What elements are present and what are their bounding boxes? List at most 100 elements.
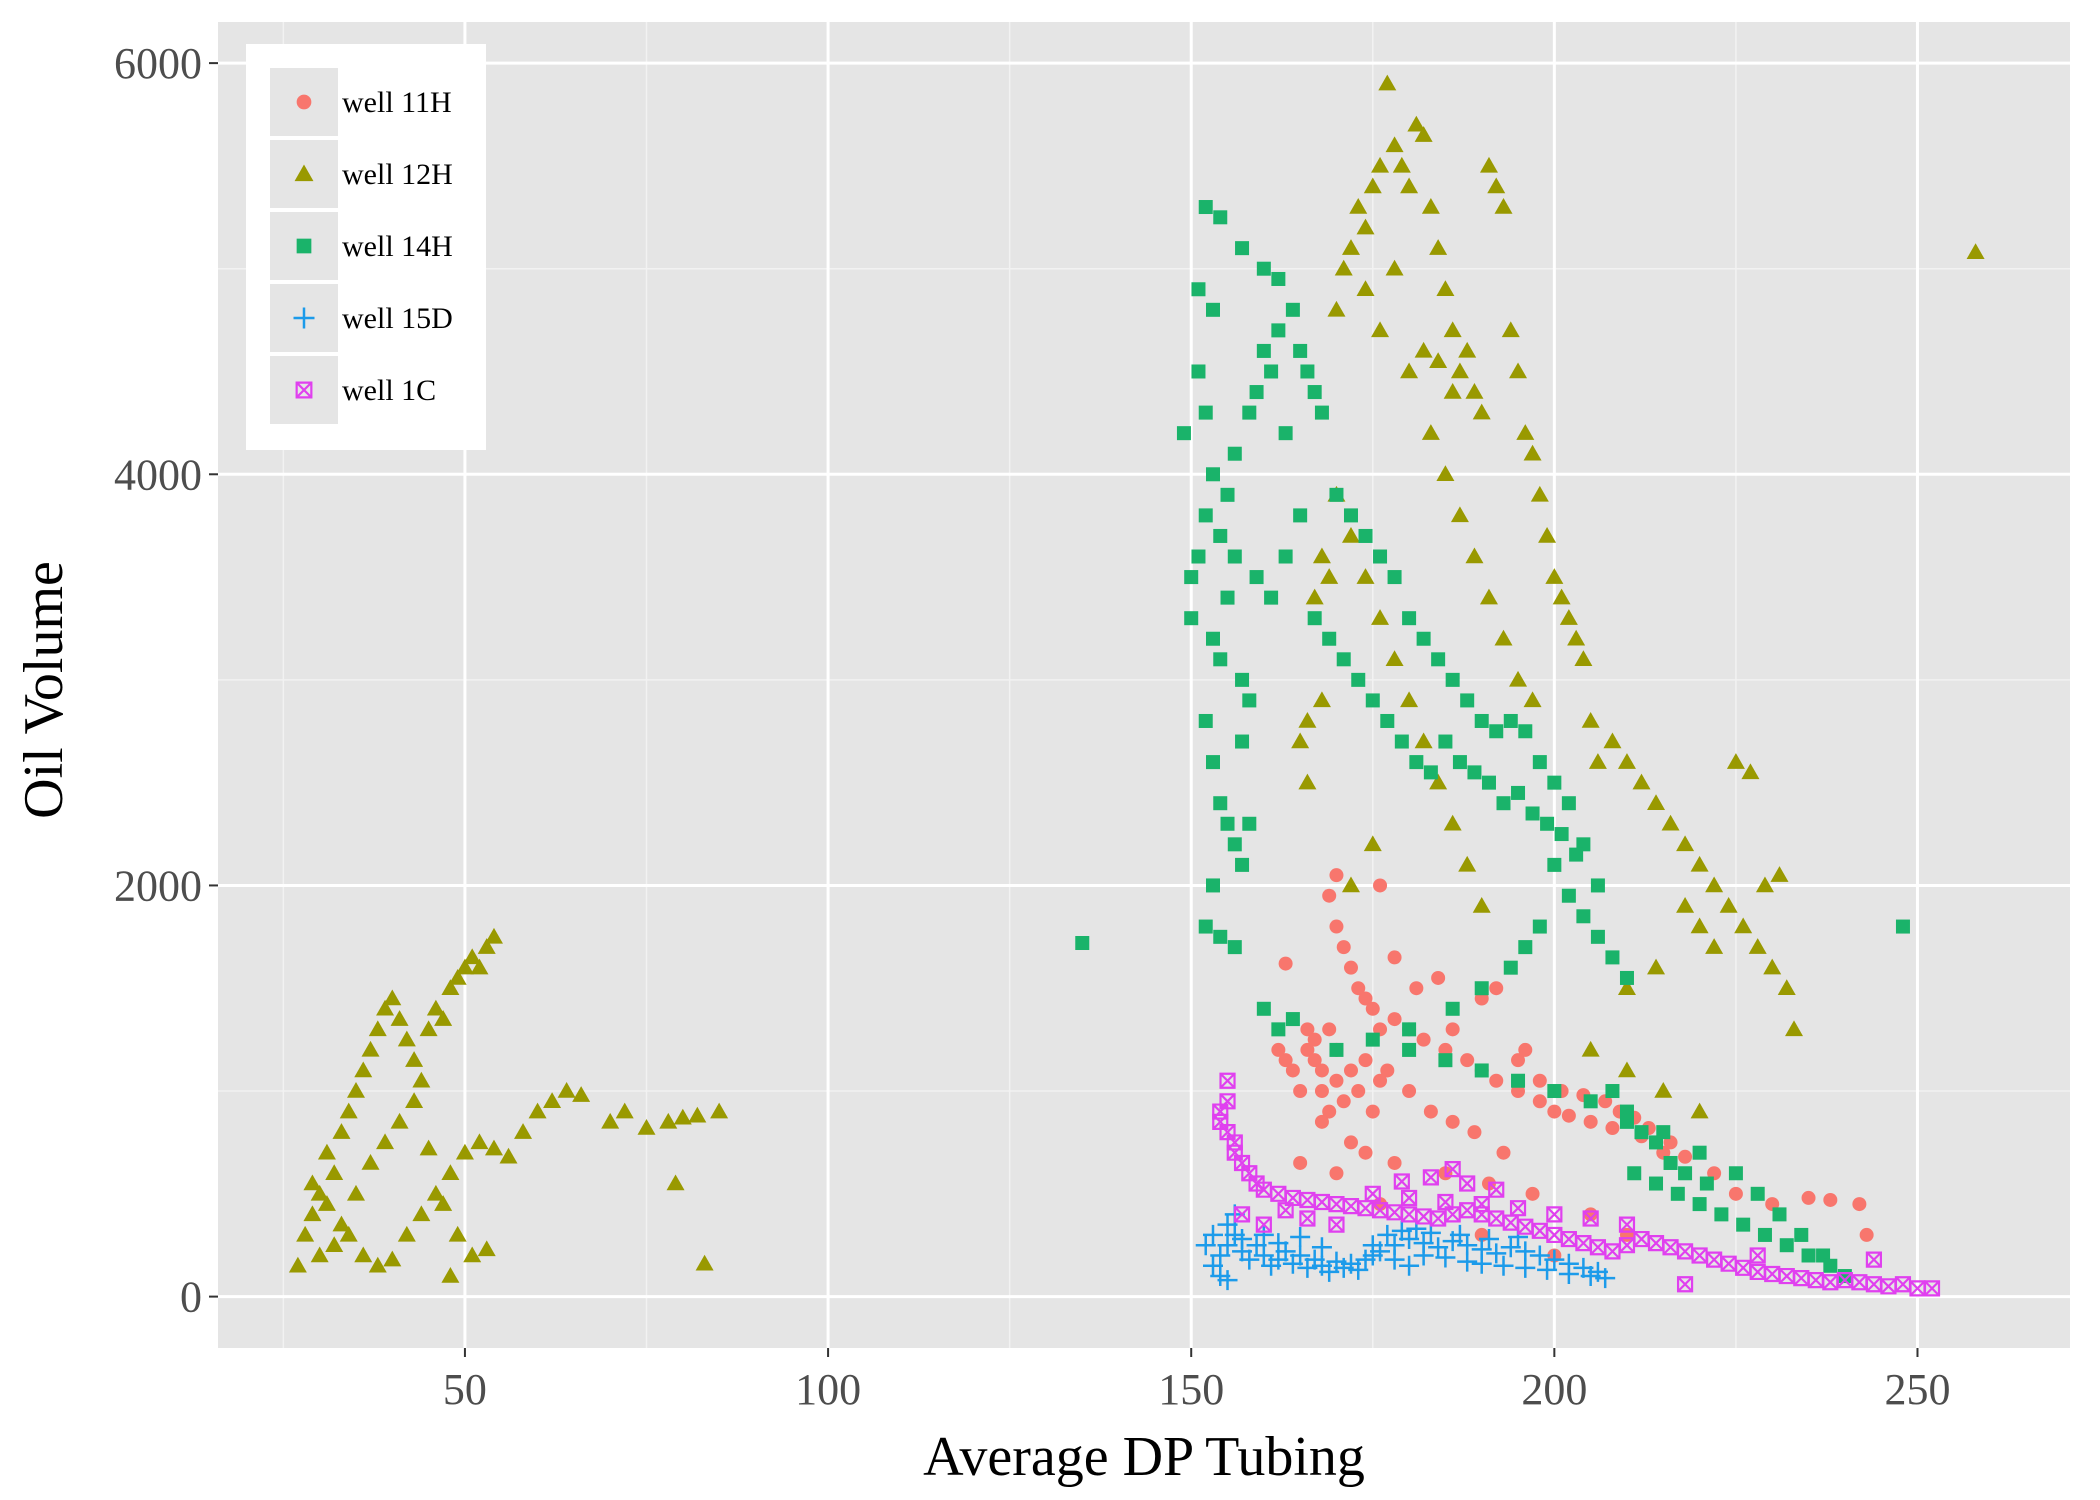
data-point bbox=[1569, 847, 1584, 862]
data-point bbox=[514, 1123, 533, 1139]
data-point bbox=[1437, 1193, 1454, 1211]
data-point bbox=[1400, 177, 1419, 194]
data-point bbox=[1458, 855, 1477, 872]
data-point bbox=[1220, 590, 1235, 605]
data-point bbox=[441, 1267, 460, 1283]
data-point bbox=[1314, 1063, 1329, 1078]
data-point bbox=[1312, 547, 1331, 564]
x-tick-label: 100 bbox=[795, 1365, 861, 1414]
data-point bbox=[1619, 1104, 1634, 1119]
data-point bbox=[1728, 1166, 1743, 1181]
data-point bbox=[1241, 1165, 1258, 1182]
data-point bbox=[1217, 1270, 1238, 1291]
data-point bbox=[1661, 814, 1680, 831]
data-point bbox=[1494, 629, 1513, 646]
data-point bbox=[1198, 919, 1213, 934]
data-point bbox=[1741, 763, 1760, 780]
legend-label: well 1C bbox=[342, 374, 436, 407]
data-point bbox=[1348, 1259, 1369, 1280]
data-point bbox=[1334, 259, 1353, 276]
data-point bbox=[1749, 1247, 1766, 1264]
data-point bbox=[1678, 1149, 1693, 1164]
data-point bbox=[1413, 1245, 1434, 1266]
data-point bbox=[1364, 1185, 1381, 1202]
data-point bbox=[1576, 909, 1591, 924]
data-point bbox=[1561, 1108, 1576, 1123]
data-point bbox=[1314, 405, 1329, 420]
data-point bbox=[1460, 693, 1475, 708]
data-point bbox=[448, 968, 467, 985]
data-point bbox=[1923, 1280, 1941, 1297]
data-point bbox=[1511, 1053, 1526, 1068]
data-point bbox=[1457, 1251, 1478, 1272]
data-point bbox=[1227, 940, 1242, 955]
data-point bbox=[1268, 1233, 1289, 1254]
data-point bbox=[383, 989, 402, 1006]
data-point bbox=[1319, 1261, 1340, 1282]
data-point bbox=[1546, 1206, 1563, 1223]
data-point bbox=[1436, 465, 1455, 482]
series-well-14h bbox=[1075, 200, 1910, 1284]
series-well-15d bbox=[1195, 1204, 1616, 1291]
data-point bbox=[1387, 1155, 1402, 1170]
data-point bbox=[1363, 835, 1382, 852]
data-point bbox=[1494, 198, 1513, 214]
data-point bbox=[1859, 1227, 1874, 1242]
data-point bbox=[615, 1102, 634, 1119]
legend-label: well 15D bbox=[342, 302, 453, 335]
data-point bbox=[1649, 1135, 1664, 1150]
data-point bbox=[1217, 1214, 1238, 1235]
data-point bbox=[1777, 979, 1796, 995]
data-point bbox=[1431, 970, 1446, 985]
data-point bbox=[1678, 1166, 1693, 1181]
data-point bbox=[1532, 1094, 1547, 1109]
data-point bbox=[1227, 837, 1242, 852]
data-point bbox=[1380, 1063, 1395, 1078]
data-point bbox=[1402, 611, 1417, 626]
data-point bbox=[1402, 1042, 1417, 1057]
data-point bbox=[1351, 1084, 1366, 1099]
data-point bbox=[1538, 526, 1557, 543]
data-point bbox=[1445, 1114, 1460, 1129]
y-axis: 0 2000 4000 6000 bbox=[114, 39, 218, 1322]
data-point bbox=[1217, 1235, 1238, 1256]
data-point bbox=[1365, 1104, 1380, 1119]
data-point bbox=[1409, 755, 1424, 770]
data-point bbox=[1438, 734, 1453, 749]
data-point bbox=[1443, 321, 1462, 338]
data-point bbox=[1750, 1186, 1765, 1201]
data-point bbox=[1755, 876, 1774, 893]
data-point bbox=[470, 958, 489, 975]
data-point bbox=[1278, 426, 1293, 441]
data-point bbox=[1293, 1155, 1308, 1170]
data-point bbox=[673, 1108, 692, 1125]
data-point bbox=[1895, 919, 1910, 934]
data-point bbox=[1604, 1243, 1621, 1260]
data-point bbox=[1290, 1245, 1311, 1266]
x-axis: 50 100 150 200 250 bbox=[443, 1348, 1950, 1414]
data-point bbox=[1429, 352, 1448, 368]
data-point bbox=[332, 1215, 351, 1232]
data-point bbox=[1407, 115, 1426, 132]
data-point bbox=[1436, 280, 1455, 297]
data-point bbox=[1213, 528, 1228, 543]
data-point bbox=[528, 1102, 547, 1119]
data-point bbox=[1567, 629, 1586, 646]
data-point bbox=[1253, 1224, 1274, 1245]
legend-key bbox=[296, 94, 312, 110]
data-point bbox=[1300, 364, 1315, 379]
data-point bbox=[1822, 1274, 1839, 1291]
data-point bbox=[1213, 652, 1228, 667]
data-point bbox=[390, 1010, 409, 1026]
data-point bbox=[1409, 981, 1424, 996]
data-point bbox=[1305, 588, 1324, 605]
data-point bbox=[1176, 426, 1191, 441]
data-point bbox=[1277, 1202, 1294, 1219]
data-point bbox=[1736, 1217, 1751, 1232]
data-point bbox=[317, 1195, 336, 1211]
data-point bbox=[332, 1123, 351, 1139]
data-point bbox=[1205, 878, 1220, 893]
data-point bbox=[1496, 1145, 1511, 1160]
data-point bbox=[1314, 1084, 1329, 1099]
data-point bbox=[1226, 1144, 1243, 1161]
